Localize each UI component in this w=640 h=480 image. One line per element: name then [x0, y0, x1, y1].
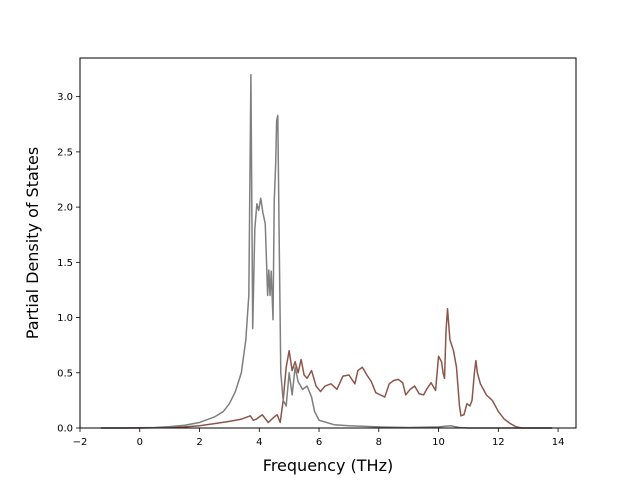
x-tick-label: 8: [376, 437, 382, 448]
x-tick-label: 6: [316, 437, 322, 448]
series-line-1: [100, 73, 553, 429]
y-tick-label: 1.5: [57, 258, 73, 269]
y-tick-label: 2.5: [57, 147, 73, 158]
x-tick-label: 14: [552, 437, 565, 448]
series-group: [100, 73, 553, 429]
y-tick-label: 3.0: [57, 92, 73, 103]
y-tick-label: 0.0: [57, 424, 73, 435]
y-tick-label: 2.0: [57, 203, 73, 214]
x-tick-label: 10: [432, 437, 445, 448]
y-axis-label: Partial Density of States: [23, 147, 42, 339]
x-tick-label: −2: [73, 437, 88, 448]
y-tick-label: 0.5: [57, 368, 73, 379]
x-tick-label: 4: [256, 437, 262, 448]
axes-frame: [79, 57, 577, 429]
x-tick-label: 0: [137, 437, 143, 448]
x-axis-label: Frequency (THz): [263, 456, 393, 475]
series-line-0: [100, 307, 553, 429]
axis-ticks: −2 0 2 4 6 8 10 12 14 0.0 0.5 1.0 1.5 2.0 2.5 3.0: [57, 92, 564, 448]
y-tick-label: 1.0: [57, 313, 73, 324]
x-tick-label: 12: [492, 437, 505, 448]
x-tick-label: 2: [196, 437, 202, 448]
